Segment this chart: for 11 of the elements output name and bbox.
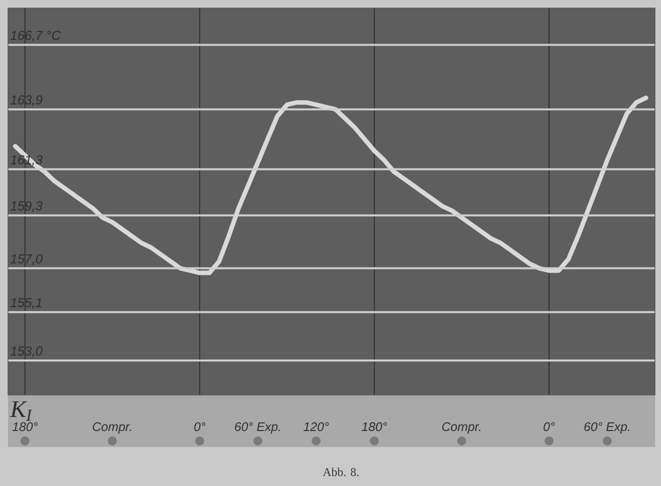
x-tick-label: 120°	[304, 422, 329, 432]
x-tick-label: 0°	[194, 422, 206, 432]
x-tick-label: 60° Exp.	[584, 422, 630, 434]
x-tick-label: 0°	[544, 422, 555, 432]
x-tick-label: Compr.	[92, 422, 131, 434]
x-tick-label: Compr.	[442, 422, 480, 434]
text: K$_{I}$	[10, 401, 32, 421]
x-tick-label: 60° Exp.	[234, 422, 280, 434]
x-tick-label: 180°	[12, 422, 38, 432]
caption: Abb. 8.	[322, 468, 358, 476]
x-tick-label: 180°	[362, 422, 387, 432]
